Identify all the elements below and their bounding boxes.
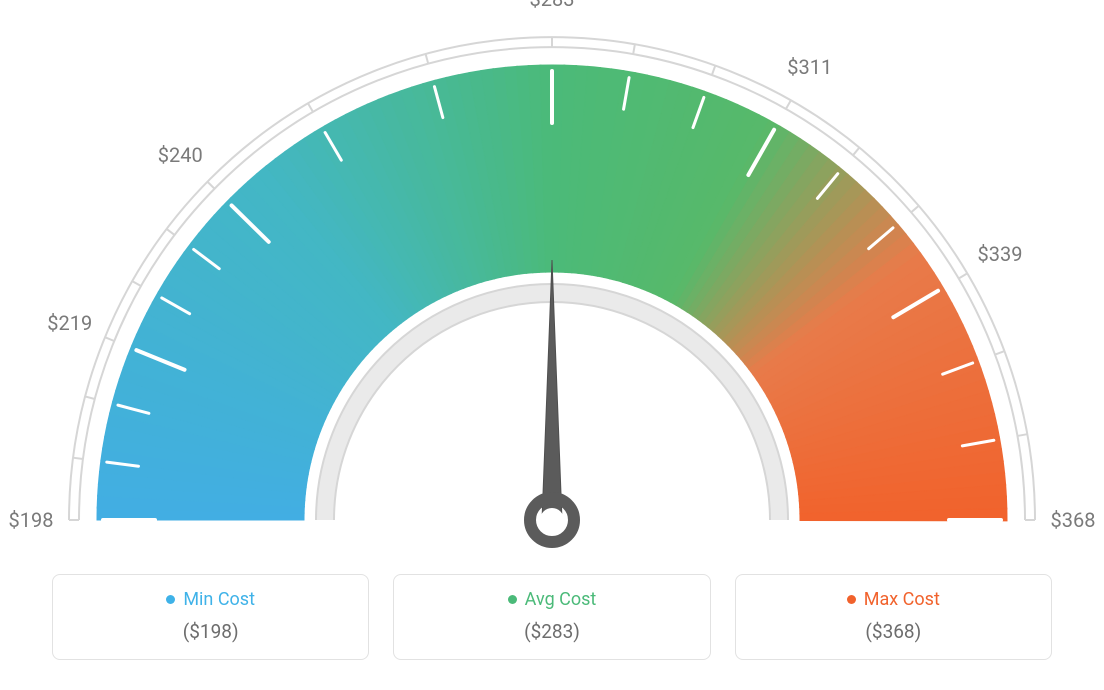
legend-title-avg: Avg Cost [508,589,597,610]
legend-label-min: Min Cost [183,589,255,610]
legend-value-min: ($198) [63,620,358,643]
tick-label: $311 [787,55,832,79]
gauge-area: $198 $219 $240 $283 $311 $339 $368 [0,0,1104,560]
cost-gauge-chart: $198 $219 $240 $283 $311 $339 $368 Min Cost ($… [0,0,1104,690]
legend-card-max: Max Cost ($368) [735,574,1052,660]
legend-row: Min Cost ($198) Avg Cost ($283) Max Cost… [52,574,1052,660]
legend-dot-avg [508,595,517,604]
tick-label: $198 [9,508,54,532]
gauge-svg [0,0,1104,560]
legend-label-max: Max Cost [864,589,940,610]
legend-card-avg: Avg Cost ($283) [393,574,710,660]
tick-label: $339 [977,242,1022,266]
legend-label-avg: Avg Cost [525,589,597,610]
legend-title-min: Min Cost [166,589,255,610]
tick-label: $368 [1051,508,1096,532]
legend-dot-min [166,595,175,604]
legend-dot-max [847,595,856,604]
legend-title-max: Max Cost [847,589,940,610]
legend-card-min: Min Cost ($198) [52,574,369,660]
legend-value-avg: ($283) [404,620,699,643]
tick-label: $283 [530,0,575,11]
tick-label: $219 [47,311,92,335]
legend-value-max: ($368) [746,620,1041,643]
tick-label: $240 [158,143,203,167]
